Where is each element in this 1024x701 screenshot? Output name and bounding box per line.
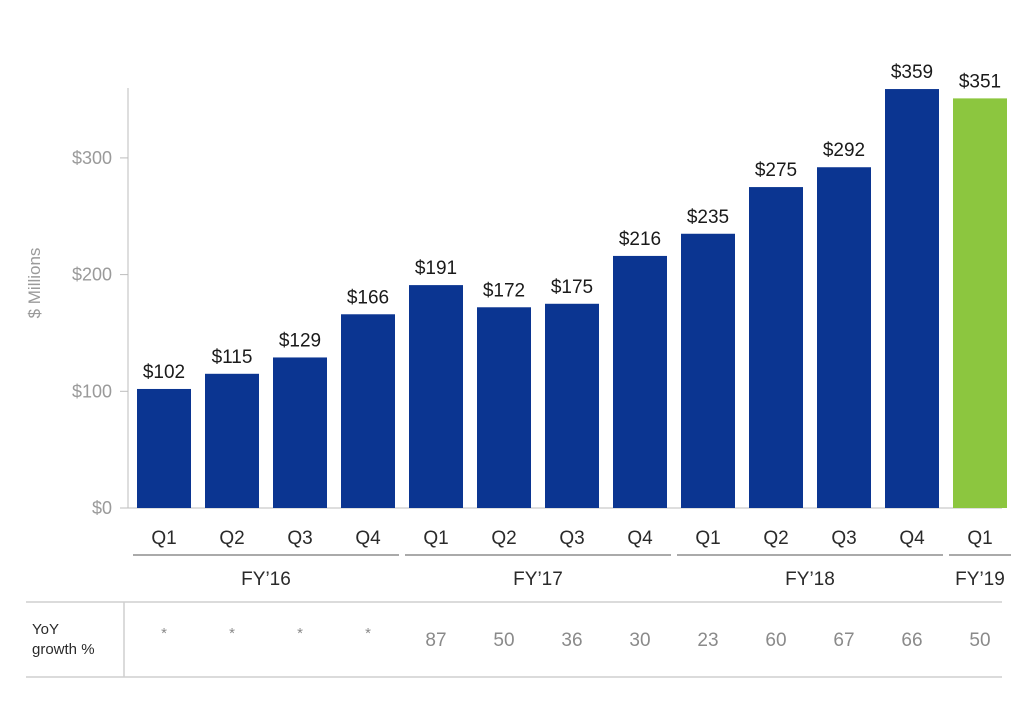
growth-value: * <box>365 625 371 642</box>
bar <box>681 233 735 508</box>
growth-title-line2: growth % <box>32 641 95 658</box>
growth-value: 50 <box>969 630 990 651</box>
bar <box>477 307 531 508</box>
x-tick-label: Q2 <box>763 528 788 549</box>
x-tick-label: Q1 <box>151 528 176 549</box>
x-tick-label: Q1 <box>423 528 448 549</box>
group-label: FY’17 <box>513 569 563 590</box>
data-label: $172 <box>483 280 525 301</box>
bars <box>137 89 1007 509</box>
data-label: $129 <box>279 330 321 351</box>
growth-value: 60 <box>765 630 786 651</box>
data-labels: $102 $115 $129 $166 $191 $172 $175 $216 $235 $275… <box>143 62 1001 383</box>
bar <box>273 357 327 508</box>
growth-value: * <box>161 625 167 642</box>
data-label: $292 <box>823 140 865 161</box>
bar <box>749 187 803 508</box>
x-tick-label: Q4 <box>899 528 925 549</box>
group-label: FY’18 <box>785 569 835 590</box>
bar <box>341 314 395 508</box>
bar <box>409 285 463 508</box>
data-label: $235 <box>687 207 729 228</box>
x-tick-label: Q1 <box>967 528 992 549</box>
x-tick-label: Q4 <box>355 528 381 549</box>
growth-value: 67 <box>833 630 854 651</box>
bar <box>613 255 667 508</box>
data-label: $275 <box>755 160 797 181</box>
growth-title-line1: YoY <box>32 621 59 638</box>
growth-value: * <box>297 625 303 642</box>
x-tick-label: Q3 <box>287 528 312 549</box>
bar <box>953 98 1007 509</box>
growth-value: 50 <box>493 630 514 651</box>
y-tick-label: $100 <box>72 381 112 401</box>
x-tick-label: Q3 <box>831 528 856 549</box>
data-label: $102 <box>143 362 185 383</box>
growth-value: 23 <box>697 630 718 651</box>
y-tick-label: $0 <box>92 498 112 518</box>
data-label: $359 <box>891 62 933 83</box>
data-label: $191 <box>415 258 457 279</box>
bar <box>817 167 871 508</box>
data-label: $175 <box>551 277 593 298</box>
growth-value: 36 <box>561 630 582 651</box>
y-axis-title: $ Millions <box>25 248 44 319</box>
y-tick-label: $200 <box>72 265 112 285</box>
x-tick-label: Q2 <box>219 528 244 549</box>
y-tick-label: $300 <box>72 148 112 168</box>
x-tick-label: Q1 <box>695 528 720 549</box>
data-label: $115 <box>212 347 253 368</box>
group-label: FY’16 <box>241 569 291 590</box>
data-label: $166 <box>347 287 389 308</box>
bar <box>885 89 939 508</box>
x-axis: Q1 Q2 Q3 Q4 Q1 Q2 Q3 Q4 Q1 Q2 Q3 Q4 Q1 FY’16 FY’17 FY’1… <box>133 528 1011 590</box>
bar <box>137 388 191 508</box>
data-label: $351 <box>959 71 1001 92</box>
bar <box>205 373 259 508</box>
growth-value: 30 <box>629 630 650 651</box>
x-tick-label: Q4 <box>627 528 653 549</box>
growth-table: YoY growth % * * * * 87 50 36 30 23 60 67 66 50 <box>26 601 1002 678</box>
x-tick-label: Q2 <box>491 528 516 549</box>
group-label: FY’19 <box>955 569 1005 590</box>
bar <box>545 303 599 508</box>
x-tick-label: Q3 <box>559 528 584 549</box>
growth-value: 87 <box>425 630 446 651</box>
data-label: $216 <box>619 229 661 250</box>
growth-value: * <box>229 625 235 642</box>
growth-value: 66 <box>901 630 922 651</box>
